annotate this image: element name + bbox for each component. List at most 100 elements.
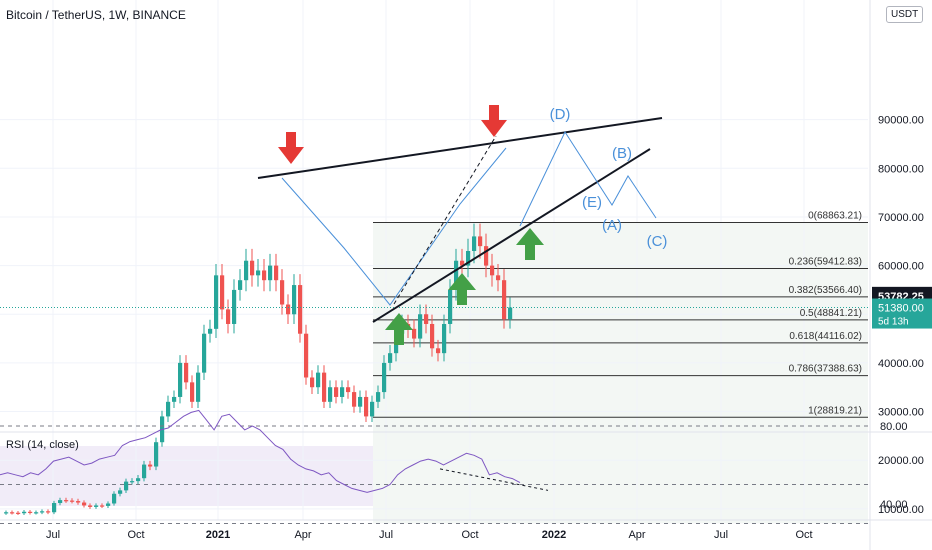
chart-title: Bitcoin / TetherUS, 1W, BINANCE	[6, 8, 186, 22]
rsi-line	[0, 409, 521, 493]
up-arrow-icon	[448, 273, 476, 305]
candle-body	[334, 387, 339, 397]
candle-body	[418, 314, 423, 339]
wave-label: (B)	[612, 145, 632, 162]
upper-trendline	[257, 117, 663, 179]
candle-body	[22, 511, 27, 514]
candle-body	[178, 362, 183, 397]
countdown-label: 5d 13h	[878, 317, 909, 328]
candle-body	[148, 464, 153, 467]
candle-body	[310, 377, 315, 388]
candle-body	[388, 353, 393, 363]
time-tick: 2021	[206, 529, 230, 541]
rsi-tick: 80.00	[880, 421, 908, 433]
candle-body	[82, 502, 87, 506]
candle-body	[244, 260, 249, 281]
candle-body	[364, 396, 369, 417]
time-tick: Jul	[714, 529, 728, 541]
fib-level-label: 0.236(59412.83)	[789, 256, 862, 267]
candle-body	[502, 280, 507, 320]
candle-body	[442, 323, 447, 354]
candle-body	[460, 260, 465, 266]
candle-body	[292, 285, 297, 315]
candle-body	[124, 481, 129, 491]
candle-body	[100, 505, 105, 507]
rsi-trendline	[439, 468, 549, 491]
time-tick: Oct	[461, 529, 478, 541]
candle-body	[40, 511, 45, 513]
candle-body	[118, 490, 123, 494]
candle-body	[340, 387, 345, 397]
candle-body	[346, 387, 351, 393]
wave-path-right	[519, 130, 657, 227]
lower-trendline	[372, 148, 651, 323]
candle-body	[214, 275, 219, 329]
candle-body	[28, 511, 33, 513]
candle-body	[250, 260, 255, 276]
time-tick: Apr	[294, 529, 311, 541]
candle-body	[316, 372, 321, 388]
fib-level-label: 0.786(37388.63)	[789, 364, 862, 375]
candle-body	[238, 280, 243, 290]
candle-body	[112, 493, 117, 504]
fib-level-label: 0.382(53566.40)	[789, 285, 862, 296]
price-tick: 90000.00	[878, 115, 924, 127]
candle-body	[76, 501, 81, 503]
candle-body	[382, 362, 387, 393]
candle-body	[412, 328, 417, 339]
wave-label: (D)	[550, 106, 571, 123]
candle-body	[262, 270, 267, 281]
down-arrow-icon	[481, 105, 507, 137]
candle-body	[136, 478, 141, 482]
candle-body	[232, 289, 237, 324]
currency-button[interactable]: USDT	[886, 6, 924, 23]
candle-body	[436, 348, 441, 354]
rsi-indicator-label[interactable]: RSI (14, close)	[6, 439, 79, 451]
candle-body	[16, 512, 21, 514]
candle-body	[220, 275, 225, 310]
candle-body	[298, 285, 303, 334]
down-arrow-icon	[278, 132, 304, 164]
time-tick: Apr	[628, 529, 645, 541]
candle-body	[64, 500, 69, 502]
candle-body	[106, 503, 111, 506]
price-tick: 40000.00	[878, 358, 924, 370]
candle-body	[358, 396, 363, 407]
wave-label: (C)	[647, 233, 668, 250]
price-tick: 70000.00	[878, 212, 924, 224]
candle-body	[4, 512, 9, 514]
time-tick: Jul	[46, 529, 60, 541]
candle-body	[424, 314, 429, 324]
price-tick: 80000.00	[878, 163, 924, 175]
candle-body	[448, 289, 453, 324]
time-tick: 2022	[542, 529, 566, 541]
candle-body	[490, 265, 495, 276]
candle-body	[202, 333, 207, 373]
candle-body	[94, 505, 99, 507]
candle-body	[454, 260, 459, 290]
candle-body	[274, 265, 279, 281]
candle-body	[196, 372, 201, 402]
time-tick: Oct	[795, 529, 812, 541]
dashed-channel	[393, 135, 497, 305]
candle-body	[328, 387, 333, 402]
fib-level-label: 0.618(44116.02)	[789, 331, 862, 342]
price-tick: 10000.00	[878, 504, 924, 516]
candle-body	[430, 323, 435, 349]
candle-body	[472, 236, 477, 252]
fib-level-label: 0.5(48841.21)	[800, 308, 862, 319]
candle-body	[466, 251, 471, 266]
candle-body	[280, 280, 285, 305]
candle-body	[10, 512, 15, 514]
wave-label: (E)	[582, 194, 602, 211]
candle-body	[496, 275, 501, 281]
candle-body	[130, 481, 135, 483]
candle-body	[376, 392, 381, 402]
candle-body	[166, 401, 171, 417]
candle-body	[52, 503, 57, 513]
price-tick: 20000.00	[878, 455, 924, 467]
candle-body	[286, 304, 291, 315]
last-price-marker: 51380.00	[878, 303, 924, 315]
candle-body	[352, 392, 357, 407]
